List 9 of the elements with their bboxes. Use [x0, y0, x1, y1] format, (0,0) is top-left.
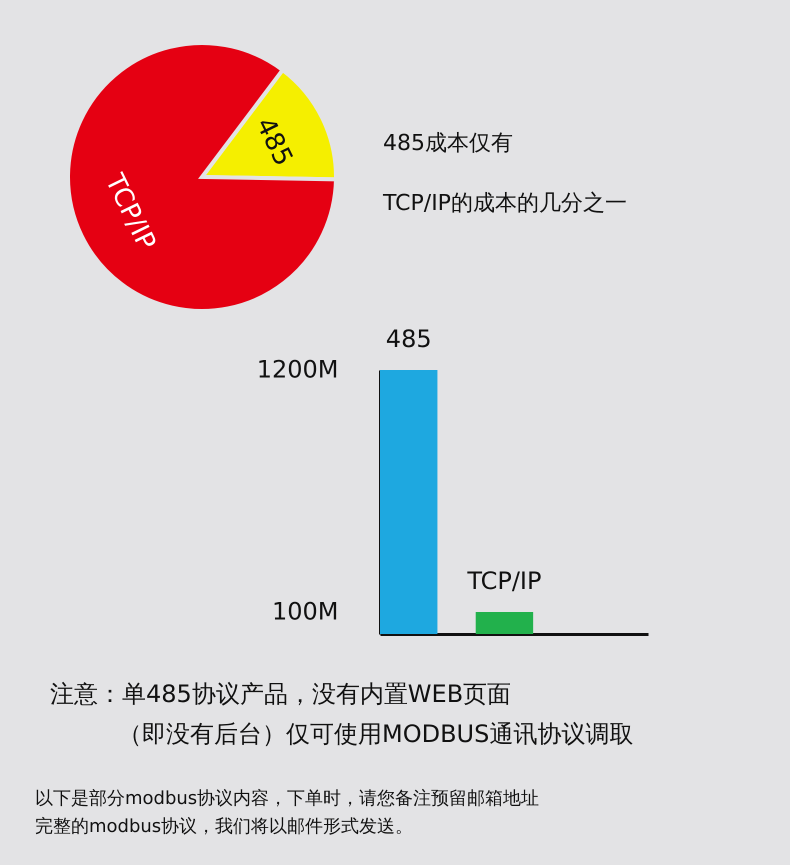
text: 以下是部分modbus协议内容，下单时，请您备注预留邮箱地址: [35, 787, 540, 810]
text: TCP/IP的成本的几分之一: [383, 190, 627, 218]
text: 485成本仅有: [383, 130, 513, 158]
text: 注意：单485协议产品，没有内置WEB页面: [50, 679, 512, 710]
text: （即没有后台）仅可使用MODBUS通讯协议调取: [118, 719, 634, 750]
y-tick-label: 1200M: [256, 356, 338, 384]
y-tick-label: 100M: [272, 598, 338, 626]
slice-label: 485: [250, 113, 298, 171]
text: 完整的modbus协议，我们将以邮件形式发送。: [35, 815, 414, 838]
